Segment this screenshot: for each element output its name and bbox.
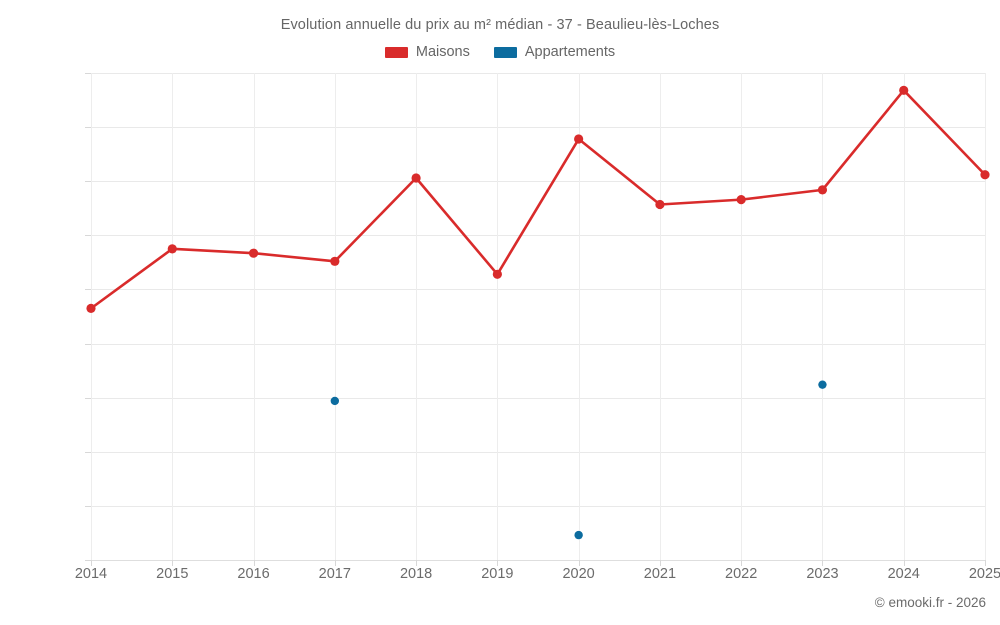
data-point-appartements-2023[interactable] — [818, 380, 827, 389]
data-point-appartements-2017[interactable] — [330, 396, 340, 406]
legend-item-maisons[interactable]: Maisons — [384, 44, 470, 60]
line-swatch-icon — [493, 46, 517, 58]
page-title: Evolution annuelle du prix au m² médian … — [280, 17, 720, 33]
legend-item-label: Maisons — [415, 44, 470, 60]
line-swatch-icon — [384, 46, 408, 58]
x-axis-tick-label: 2018 — [399, 566, 433, 582]
data-point-maisons-2019[interactable] — [492, 269, 502, 279]
data-point-maisons-2024[interactable] — [899, 85, 909, 95]
data-point-maisons-2021[interactable] — [655, 199, 665, 210]
legend-item-appartements[interactable]: Appartements — [493, 44, 616, 60]
x-axis-tick-label: 2021 — [643, 566, 677, 582]
data-point-maisons-2015[interactable] — [167, 244, 177, 254]
x-axis-tick-label: 2020 — [562, 566, 595, 582]
x-axis-tick-label: 2022 — [725, 566, 758, 582]
data-point-maisons-2017[interactable] — [330, 256, 340, 266]
data-point-maisons-2018[interactable] — [411, 173, 421, 183]
chart-legend: Maisons Appartements — [0, 44, 1000, 60]
x-axis: 2014 2015 2016 2017 2018 2019 2020 2021 2022 2023… — [0, 566, 1000, 592]
x-axis-tick-label: 2015 — [156, 566, 189, 582]
data-point-appartements-2020[interactable] — [574, 530, 583, 540]
data-point-maisons-2016[interactable] — [248, 248, 259, 258]
x-axis-tick-label: 2024 — [887, 566, 920, 582]
data-point-maisons-2023[interactable] — [817, 185, 828, 195]
y-axis: 800 €900 €1 000 €1 100 €1 200 €1 300 €1 … — [0, 0, 82, 625]
x-axis-tick-label: 2016 — [237, 566, 270, 582]
x-axis-tick-label: 2014 — [74, 566, 108, 582]
x-axis-tick-label: 2017 — [318, 566, 351, 582]
data-point-maisons-2020[interactable] — [574, 134, 584, 144]
legend-item-label: Appartements — [524, 44, 616, 60]
x-axis-tick-label: 2019 — [481, 566, 514, 582]
copyright-credit: © emooki.fr - 2026 — [874, 595, 986, 610]
data-point-maisons-2025[interactable] — [980, 170, 990, 180]
series-line-maisons — [89, 89, 987, 310]
data-point-maisons-2022[interactable] — [736, 195, 746, 205]
x-axis-tick-label: 2023 — [806, 566, 839, 582]
data-point-maisons-2014[interactable] — [86, 303, 96, 313]
x-axis-tick-label: 2025 — [968, 566, 1000, 582]
